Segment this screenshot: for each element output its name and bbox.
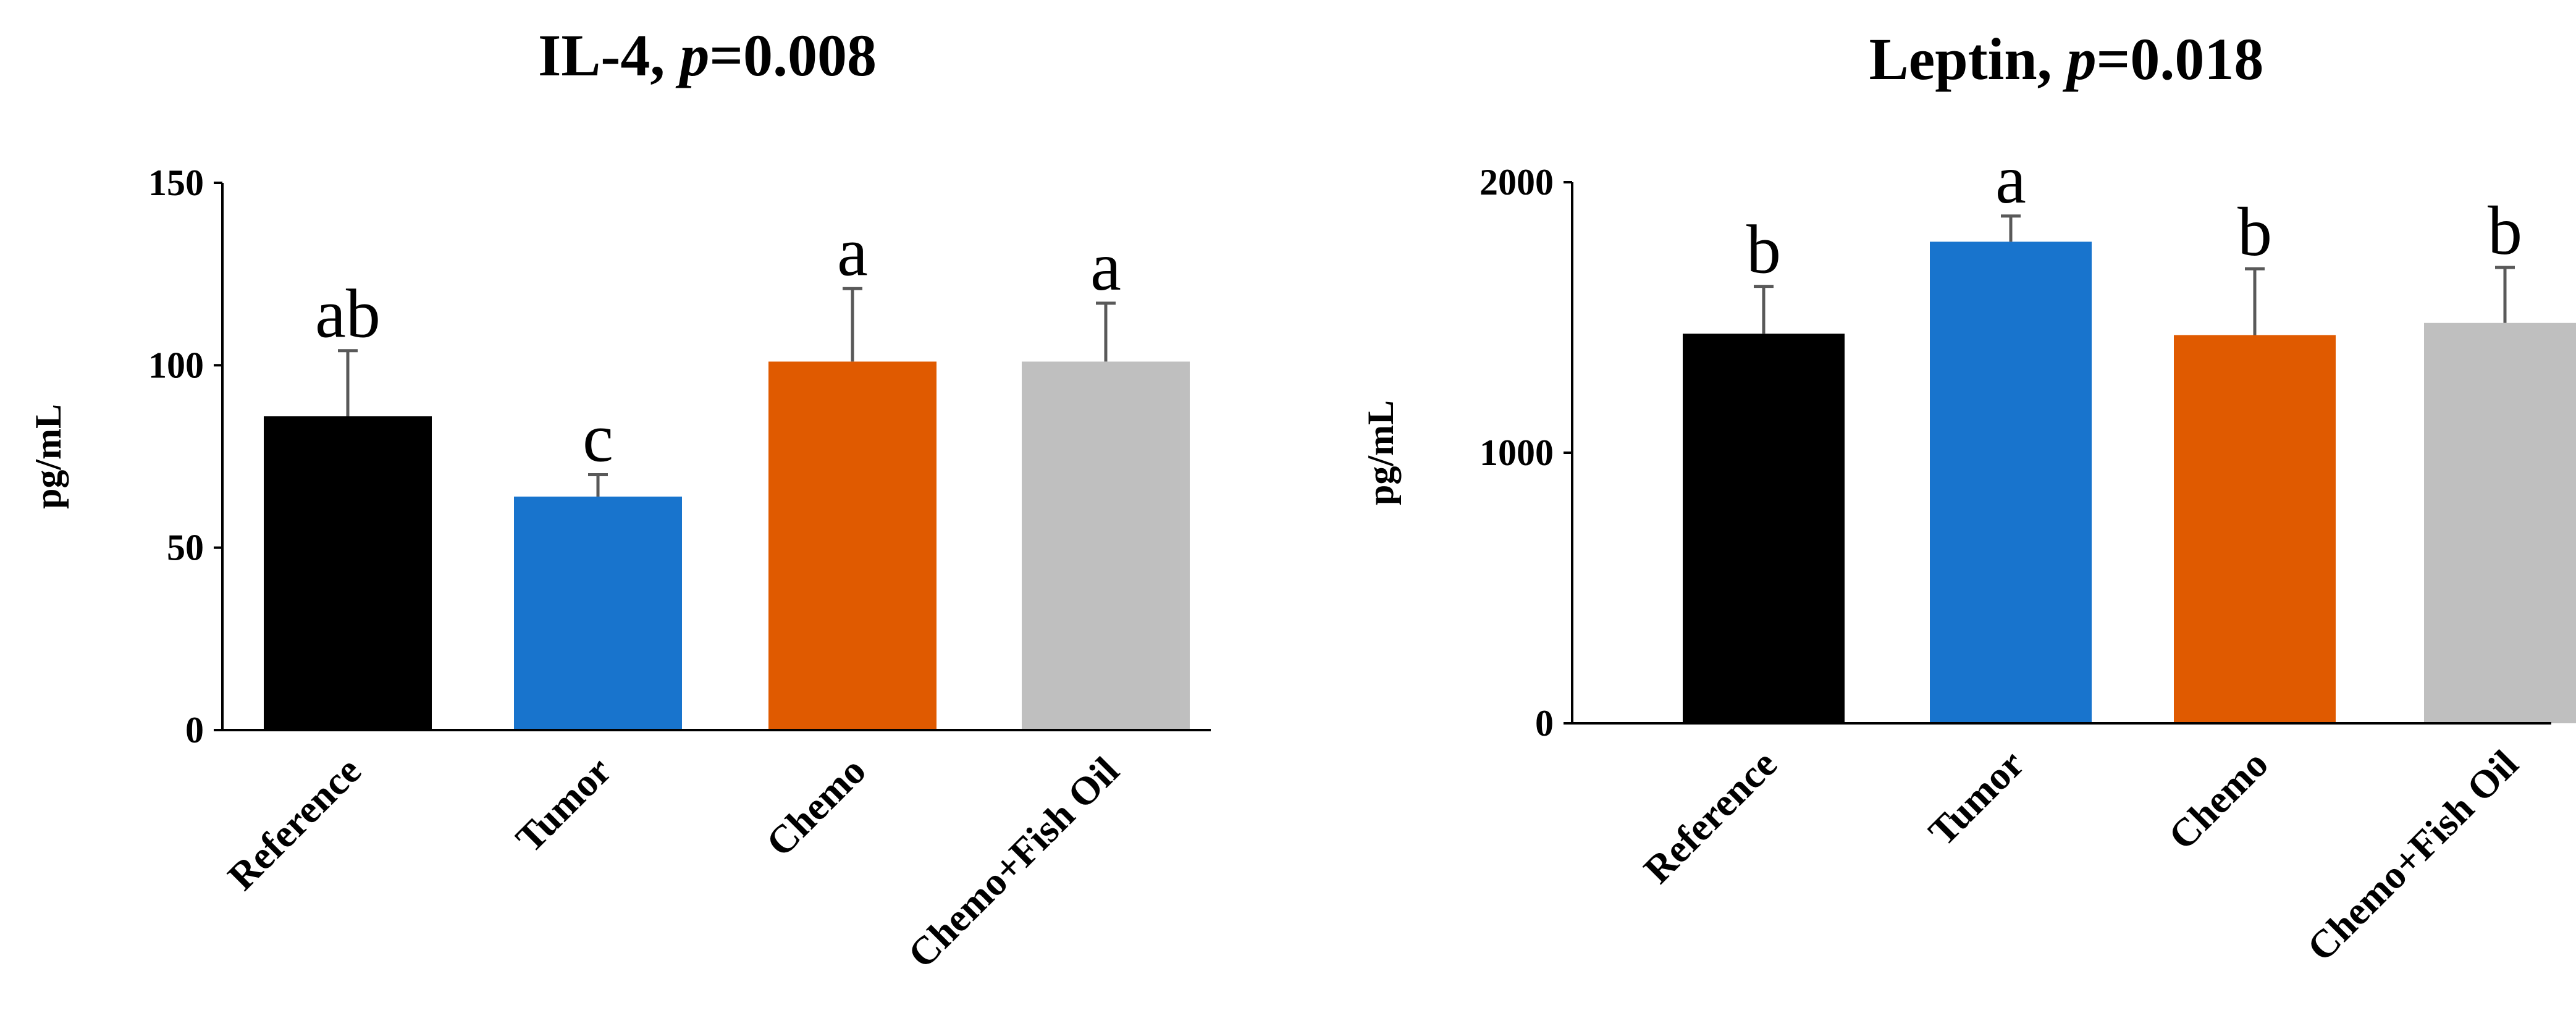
significance-letter: b — [2488, 193, 2522, 269]
significance-letter: c — [583, 400, 613, 477]
y-tick-label: 0 — [1535, 703, 1554, 744]
bar-tumor — [1930, 242, 2092, 723]
bar-chemo-fish-oil — [2424, 322, 2576, 723]
error-bar — [843, 287, 862, 362]
chart-1: IL-4, p=0.008 pg/mL 0 50 100 150 ab Reference c T… — [28, 22, 1211, 977]
error-bar — [338, 349, 358, 417]
x-tick-label: Chemo — [757, 749, 873, 865]
bar-tumor — [514, 496, 682, 730]
significance-letter: ab — [315, 276, 381, 353]
error-bar — [1096, 301, 1116, 362]
x-tick-label: Reference — [219, 749, 369, 899]
error-bar — [1754, 285, 1774, 334]
significance-letter: b — [2237, 194, 2272, 271]
significance-letter: a — [837, 214, 868, 290]
y-tick-label: 150 — [148, 162, 204, 203]
x-tick-label: Tumor — [507, 749, 620, 861]
x-tick-label: Tumor — [1920, 742, 2032, 854]
significance-letter: a — [1995, 141, 2026, 218]
chart-title-p: p — [2063, 26, 2097, 92]
chart-2: Leptin, p=0.018 pg/mL 0 1000 2000 b Reference a… — [1360, 26, 2576, 970]
error-bar — [588, 473, 608, 497]
chart-title-pvalue: =0.018 — [2097, 26, 2264, 92]
chart-title: Leptin, p=0.018 — [1869, 26, 2264, 92]
bar-chemo — [2174, 335, 2336, 723]
bar-chemo-fish-oil — [1022, 361, 1190, 730]
x-tick-label: Reference — [1635, 742, 1785, 892]
bar-reference — [1683, 334, 1845, 723]
chart-title: IL-4, p=0.008 — [538, 22, 877, 88]
x-tick-label: Chemo — [2160, 742, 2276, 858]
chart-title-pvalue: =0.008 — [709, 22, 877, 88]
error-bar — [2495, 266, 2515, 323]
significance-letter: b — [1746, 212, 1781, 288]
x-tick-label: Chemo+Fish Oil — [899, 749, 1127, 977]
error-bar — [2001, 214, 2021, 242]
chart-title-main: IL-4, — [538, 22, 680, 88]
significance-letter: a — [1090, 229, 1121, 305]
chart-title-main: Leptin, — [1869, 26, 2067, 92]
y-tick-label: 0 — [185, 710, 204, 750]
chart-title-p: p — [675, 22, 709, 88]
y-tick-label: 100 — [148, 345, 204, 385]
x-tick-label: Chemo+Fish Oil — [2299, 742, 2527, 970]
y-tick-label: 1000 — [1480, 432, 1554, 473]
y-axis-label: pg/mL — [1360, 400, 1401, 505]
bar-chemo — [768, 361, 937, 730]
y-axis-label: pg/mL — [28, 404, 69, 509]
y-tick-label: 50 — [167, 527, 204, 568]
y-tick-label: 2000 — [1480, 162, 1554, 203]
error-bar — [2245, 267, 2265, 335]
bar-reference — [264, 416, 432, 730]
